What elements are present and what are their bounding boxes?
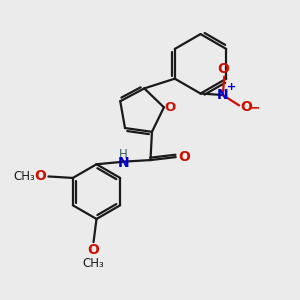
Text: O: O xyxy=(88,243,100,257)
Text: N: N xyxy=(118,156,129,170)
Text: O: O xyxy=(34,169,46,184)
Text: +: + xyxy=(226,82,236,92)
Text: CH₃: CH₃ xyxy=(14,170,35,183)
Text: N: N xyxy=(217,88,229,102)
Text: −: − xyxy=(249,100,260,114)
Text: O: O xyxy=(241,100,253,114)
Text: H: H xyxy=(119,148,128,160)
Text: CH₃: CH₃ xyxy=(83,257,104,270)
Text: O: O xyxy=(165,101,176,114)
Text: O: O xyxy=(178,150,190,164)
Text: O: O xyxy=(217,62,229,76)
